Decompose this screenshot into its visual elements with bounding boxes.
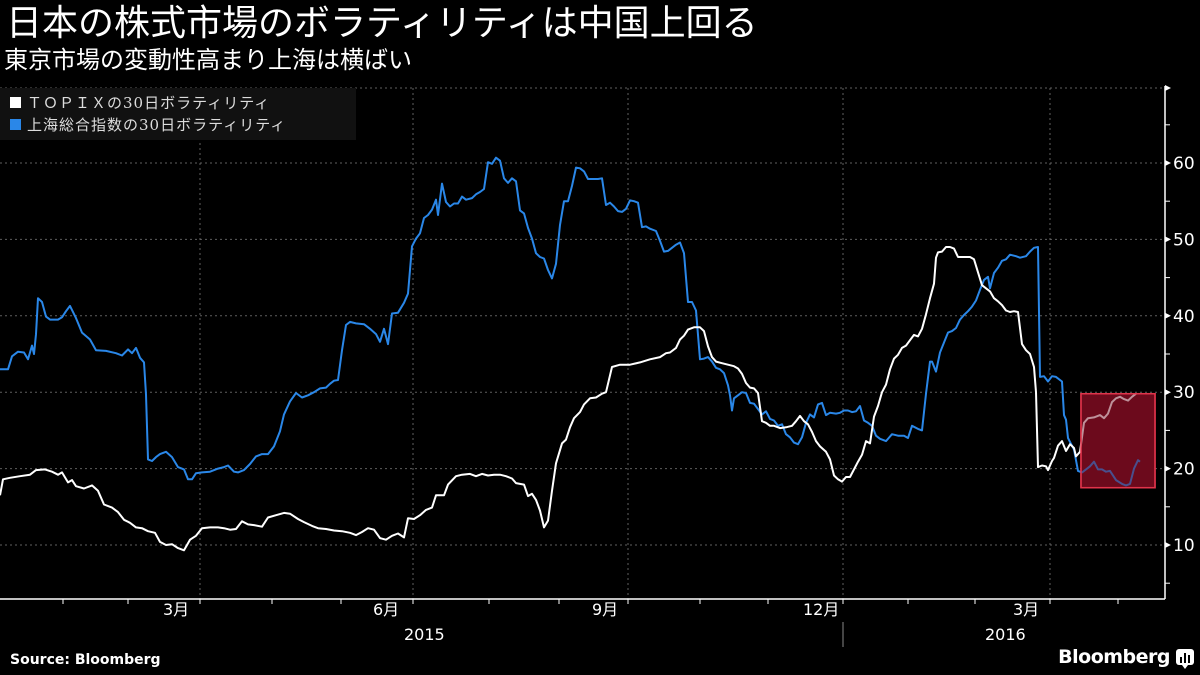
svg-text:50: 50 xyxy=(1173,230,1195,250)
bloomberg-logo-text: Bloomberg xyxy=(1058,646,1170,668)
legend-item-topix: ＴＯＰＩＸの30日ボラティリティ xyxy=(10,91,270,113)
svg-text:10: 10 xyxy=(1173,536,1195,556)
svg-text:2016: 2016 xyxy=(985,625,1026,644)
series-lines xyxy=(0,156,1156,552)
svg-text:40: 40 xyxy=(1173,307,1195,327)
svg-text:6月: 6月 xyxy=(373,600,399,619)
legend-item-shanghai: 上海総合指数の30日ボラティリティ xyxy=(10,113,286,135)
chart-title: 日本の株式市場のボラティリティは中国上回る xyxy=(6,3,758,44)
svg-text:60: 60 xyxy=(1173,154,1195,174)
gridlines xyxy=(0,87,1165,599)
bloomberg-chart-icon xyxy=(1176,649,1194,669)
legend-label: 上海総合指数の30日ボラティリティ xyxy=(27,115,287,134)
legend-swatch-white xyxy=(10,96,21,108)
legend: ＴＯＰＩＸの30日ボラティリティ 上海総合指数の30日ボラティリティ xyxy=(0,88,356,140)
axes: 10 20 30 40 50 60 3月 6月 9月 12月 3月 2015 2016 xyxy=(0,85,1195,647)
svg-text:2015: 2015 xyxy=(404,625,445,644)
svg-text:3月: 3月 xyxy=(1013,600,1039,619)
chart-subtitle: 東京市場の変動性高まり上海は横ばい xyxy=(4,46,412,74)
svg-text:9月: 9月 xyxy=(592,600,618,619)
source-note: Source: Bloomberg xyxy=(10,652,161,668)
svg-text:30: 30 xyxy=(1173,383,1195,403)
legend-swatch-blue xyxy=(10,118,21,130)
svg-text:3月: 3月 xyxy=(163,600,189,619)
svg-text:20: 20 xyxy=(1173,460,1195,480)
svg-text:12月: 12月 xyxy=(803,600,839,619)
legend-label: ＴＯＰＩＸの30日ボラティリティ xyxy=(27,93,271,112)
